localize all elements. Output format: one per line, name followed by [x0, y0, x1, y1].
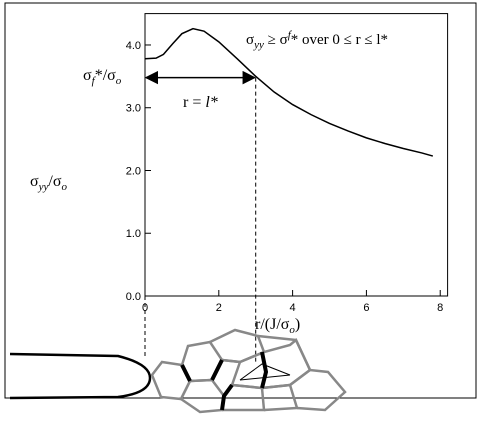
y-tick-label: 3.0	[126, 103, 141, 115]
annotation: σyy ≥ σf* over 0 ≤ r ≤ l*	[246, 29, 388, 51]
threshold-label: σf*/σo	[83, 67, 122, 87]
plot-frame	[144, 13, 449, 297]
plot: 0.0 1.0 2.0 3.0 4.0 0 2 4 6 8	[126, 13, 449, 362]
x-tick-label: 6	[363, 302, 369, 314]
y-axis-label: σyy/σo	[30, 173, 67, 193]
y-tick-label: 1.0	[126, 228, 141, 240]
y-tick-label: 0.0	[126, 291, 141, 303]
y-tick-label: 4.0	[126, 40, 141, 52]
arrow-label: r = l*	[183, 94, 218, 111]
x-tick-label: 0	[142, 302, 148, 314]
figure-frame	[4, 2, 477, 399]
crack	[9, 352, 152, 400]
cracked-facets	[180, 351, 269, 411]
grains	[150, 328, 347, 414]
x-tick-label: 8	[437, 302, 443, 314]
crack-diagram	[9, 328, 347, 414]
x-axis-label: r/(J/σo)	[255, 316, 300, 336]
grain-lines	[239, 363, 291, 381]
x-tick-label: 4	[290, 302, 296, 314]
x-tick-label: 2	[216, 302, 222, 314]
curve	[144, 27, 434, 157]
y-tick-label: 2.0	[126, 165, 141, 177]
